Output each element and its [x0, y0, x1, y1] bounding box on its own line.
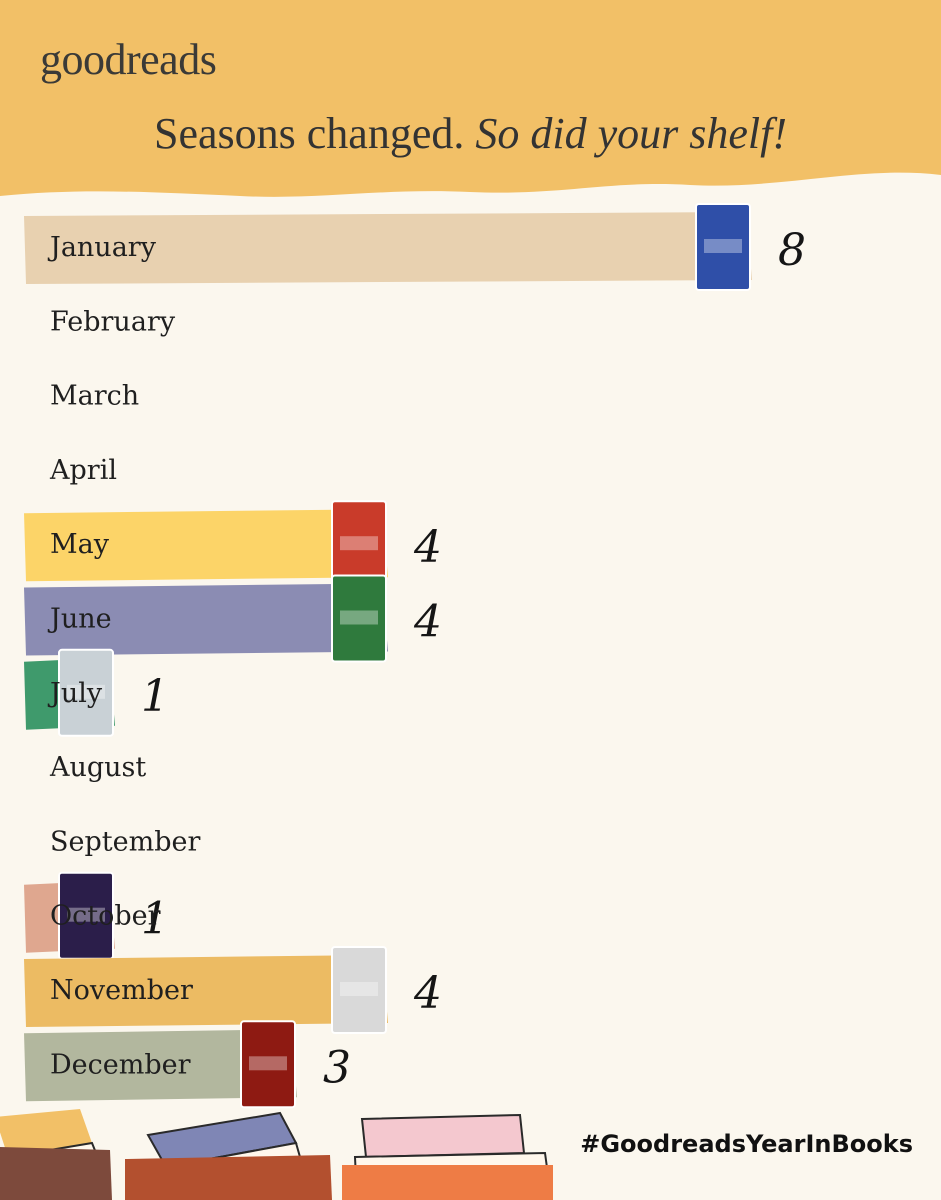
book-stack-middle-icon — [125, 1111, 332, 1200]
count-may: 4 — [413, 522, 442, 573]
book-stack-left-icon — [0, 1109, 112, 1200]
book-cover-november-icon — [331, 946, 387, 1034]
month-label-july: July — [47, 678, 103, 709]
count-july: 1 — [141, 671, 169, 722]
month-label-january: January — [47, 232, 157, 263]
month-label-december: December — [50, 1049, 191, 1080]
month-label-august: August — [49, 752, 146, 783]
title-main: Seasons changed. — [153, 109, 476, 158]
hashtag[interactable]: #GoodreadsYearInBooks — [580, 1130, 913, 1158]
bar-may — [24, 509, 388, 582]
book-stack-illustration — [0, 1109, 553, 1200]
count-december: 3 — [323, 1042, 351, 1093]
month-label-june: June — [47, 604, 112, 635]
month-label-october: October — [50, 901, 161, 932]
bar-december — [24, 1029, 297, 1102]
count-june: 4 — [413, 597, 442, 648]
brand-logo[interactable]: goodreads — [40, 35, 217, 84]
title-tail: So did your shelf! — [475, 109, 787, 158]
count-january: 8 — [778, 225, 806, 276]
count-october: 1 — [141, 894, 169, 945]
month-label-november: November — [50, 975, 193, 1006]
bar-november — [24, 955, 388, 1027]
month-label-september: September — [50, 826, 200, 857]
book-cover-july-icon — [58, 648, 114, 737]
header-background — [0, 0, 941, 197]
month-label-april: April — [49, 455, 117, 486]
monthly-books-chart: 8 January February March April 4 May 4 June 1 July… — [24, 203, 806, 1109]
page-title: Seasons changed. So did your shelf! — [0, 108, 941, 159]
month-label-march: March — [50, 381, 139, 412]
bar-june — [24, 583, 388, 656]
book-cover-january-icon — [695, 203, 751, 291]
bar-january — [24, 212, 752, 284]
count-november: 4 — [413, 968, 442, 1019]
book-cover-may-icon — [331, 500, 387, 589]
month-label-may: May — [50, 529, 110, 560]
book-stack-right-icon — [342, 1113, 553, 1200]
month-label-february: February — [50, 306, 176, 337]
book-cover-june-icon — [331, 574, 387, 663]
book-cover-december-icon — [240, 1020, 296, 1109]
